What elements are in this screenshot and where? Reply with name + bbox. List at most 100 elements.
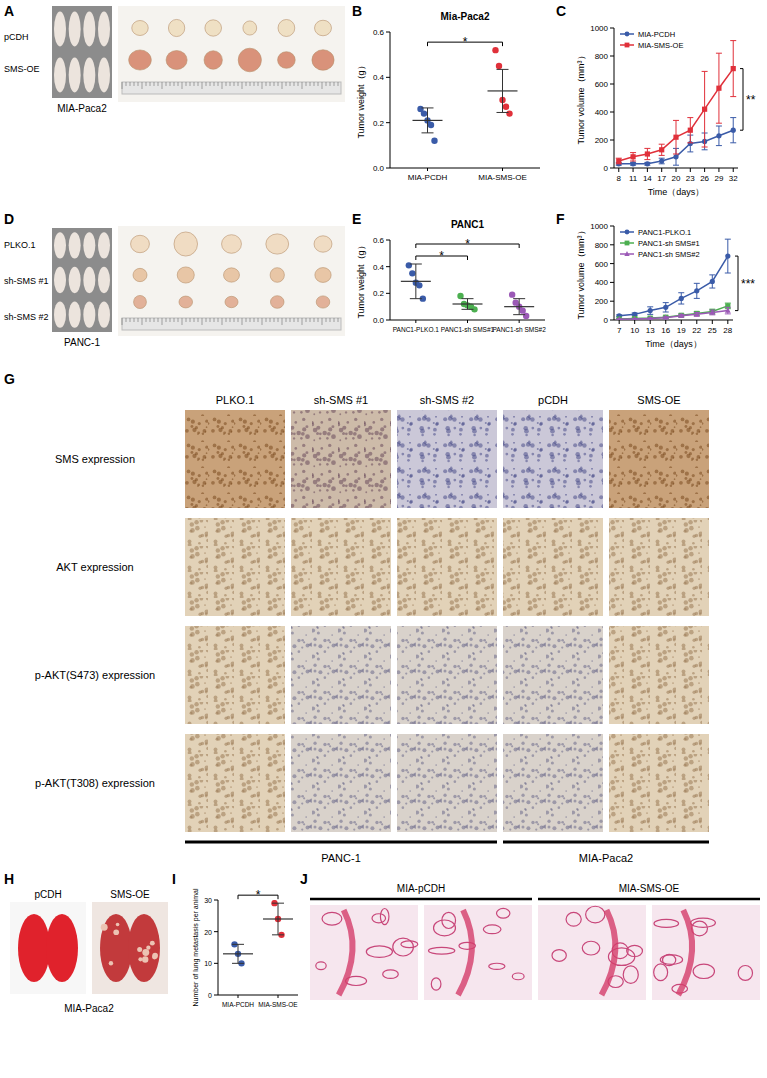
label: 200	[595, 297, 609, 306]
tick	[238, 995, 239, 998]
label: G	[4, 371, 15, 387]
marker	[673, 135, 678, 140]
tick	[647, 168, 648, 172]
label: A	[4, 3, 14, 19]
marker	[663, 315, 669, 320]
error-bar	[663, 303, 669, 312]
marker	[630, 154, 635, 159]
ruler-tick	[270, 82, 271, 86]
he-structure	[623, 966, 638, 984]
nodule	[116, 923, 120, 927]
label: p-AKT(S473) expression	[35, 669, 155, 681]
marker	[702, 107, 707, 112]
error-bar	[694, 283, 700, 298]
error-bar	[232, 944, 244, 963]
chart: 02004006008001000710131619222528Tumor vo…	[576, 222, 755, 349]
nodule	[101, 924, 108, 931]
marker	[645, 151, 650, 156]
ruler-tick	[202, 82, 203, 89]
ruler-tick	[138, 82, 139, 86]
tick	[634, 320, 635, 324]
tick	[610, 140, 614, 141]
tumor	[315, 268, 331, 283]
ihc-image	[397, 734, 497, 832]
mouse-photo	[52, 6, 112, 98]
marker	[616, 158, 621, 163]
error-bar	[410, 264, 422, 299]
tick	[519, 320, 520, 323]
label: 14	[643, 174, 652, 183]
mouse	[54, 232, 66, 258]
ruler-tick	[250, 318, 251, 322]
error-bar	[730, 41, 736, 97]
marker	[710, 279, 715, 284]
ruler-tick	[282, 82, 283, 89]
marker	[625, 230, 630, 235]
ruler-tick	[258, 318, 259, 322]
label: 1000	[590, 222, 608, 231]
nodule	[150, 941, 155, 946]
tumor	[222, 235, 242, 254]
he-structure	[372, 914, 386, 923]
ruler-tick	[174, 318, 175, 322]
marker	[694, 311, 700, 316]
point	[416, 282, 422, 288]
lung-photo	[10, 902, 86, 994]
label: 0.4	[373, 263, 385, 272]
ihc-image	[397, 410, 497, 508]
ruler-tick	[262, 318, 263, 325]
tumor	[133, 268, 147, 281]
point	[428, 122, 434, 128]
ihc-image	[185, 518, 285, 616]
ruler-tick	[166, 82, 167, 86]
ruler	[122, 318, 341, 330]
marker	[709, 309, 715, 314]
point	[421, 110, 427, 116]
ruler-tick	[310, 82, 311, 86]
label: 400	[595, 278, 609, 287]
ruler-tick	[142, 318, 143, 325]
lung	[100, 914, 132, 982]
label: PLKO.1	[4, 240, 36, 250]
he-structure	[431, 978, 441, 990]
error-bar	[616, 158, 622, 164]
point	[492, 47, 498, 53]
error-bar	[272, 903, 284, 935]
ruler-tick	[338, 318, 339, 322]
label: MIA-PCDH	[638, 30, 675, 39]
group-bar	[538, 898, 760, 901]
ruler-tick	[258, 82, 259, 86]
ruler-tick	[246, 82, 247, 86]
label: *	[439, 249, 444, 263]
ruler-tick	[126, 318, 127, 322]
photo-bg	[10, 902, 86, 994]
he-structure	[512, 973, 524, 980]
tick	[610, 320, 614, 321]
ruler-tick	[194, 318, 195, 322]
tumor	[314, 236, 332, 252]
ruler-tick	[238, 82, 239, 86]
ruler-tick	[130, 82, 131, 86]
ruler-tick	[334, 318, 335, 322]
ruler-tick	[150, 318, 151, 322]
ruler-tick	[134, 82, 135, 86]
label: sh-SMS #2	[4, 312, 49, 322]
ruler-tick	[178, 82, 179, 86]
ruler-tick	[338, 82, 339, 86]
label: MIA-Paca2	[579, 852, 633, 864]
label: 20	[204, 929, 212, 936]
data	[616, 239, 731, 320]
marker	[616, 316, 622, 320]
ruler-tick	[318, 318, 319, 322]
ruler-tick	[154, 82, 155, 86]
marker	[688, 128, 693, 133]
ruler-tick	[146, 82, 147, 86]
y-axis	[218, 900, 219, 995]
marker	[617, 316, 622, 320]
marker	[716, 86, 721, 91]
marker	[632, 316, 637, 320]
label: 29	[714, 174, 723, 183]
label: 10	[204, 960, 212, 967]
marker	[731, 66, 736, 71]
y-axis	[614, 226, 615, 320]
